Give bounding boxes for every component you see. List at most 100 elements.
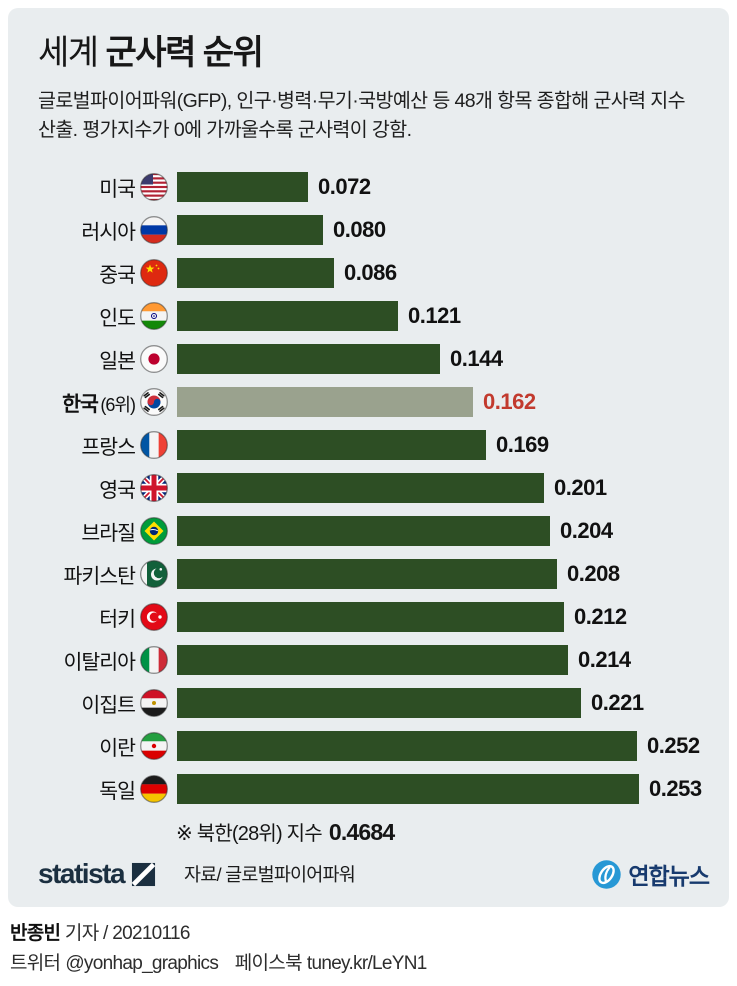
bar [177,645,568,675]
bar [177,602,564,632]
note-text: ※ 북한(28위) 지수 [176,823,323,845]
bar [177,387,473,417]
card-footer: statista 자료/ 글로벌파이어파워 연합뉴스 [38,857,710,891]
author-line: 반종빈 기자 / 20210116 [10,919,737,949]
bar-value: 0.072 [318,174,371,199]
bar [177,473,544,503]
country-label: 인도 [99,307,136,330]
bar-chart: 미국 0.072 러시아 0.080 중국 0.086 인도 0.121 일본 … [35,172,729,846]
bar [177,172,308,202]
country-label: 한국 (6위) [62,393,136,416]
country-label: 파키스탄 [63,565,136,588]
bar-value: 0.208 [567,561,620,586]
facebook-label: 페이스북 [234,953,303,974]
chart-row: 중국 0.086 [35,258,729,288]
bar [177,215,323,245]
bar [177,516,550,546]
bar-value: 0.086 [344,260,397,285]
title-bold: 군사력 순위 [105,34,264,72]
header: 세계 군사력 순위 [38,32,699,74]
flag-tr-icon [140,603,168,631]
statista-wordmark: statista [38,858,126,889]
north-korea-note: ※ 북한(28위) 지수 0.4684 [176,817,729,846]
bar [177,688,581,718]
bar [177,430,486,460]
page-title: 세계 군사력 순위 [38,32,699,74]
flag-jp-icon [140,345,168,373]
flag-in-icon [140,302,168,330]
bar [177,774,639,804]
country-label: 독일 [99,780,136,803]
bar-value: 0.212 [574,604,627,629]
author-rest: 기자 / 20210116 [60,923,191,944]
flag-ir-icon [140,732,168,760]
flag-it-icon [140,646,168,674]
chart-row: 인도 0.121 [35,301,729,331]
bar [177,344,440,374]
chart-row: 러시아 0.080 [35,215,729,245]
author-name: 반종빈 [10,923,61,944]
bar-value: 0.201 [554,475,607,500]
flag-kr-icon [140,388,168,416]
country-label: 일본 [99,350,136,373]
chart-row: 미국 0.072 [35,172,729,202]
footer-left: statista 자료/ 글로벌파이어파워 [38,858,356,890]
bar-value: 0.162 [483,389,536,414]
flag-ru-icon [140,216,168,244]
title-light: 세계 [38,34,106,72]
country-label: 이란 [99,737,136,760]
chart-row: 일본 0.144 [35,344,729,374]
country-label: 영국 [99,479,136,502]
country-label: 이탈리아 [63,651,136,674]
country-label: 미국 [99,178,136,201]
yonhap-globe-icon [592,859,622,889]
byline: 반종빈 기자 / 20210116 트위터 @yonhap_graphics 페이… [10,919,737,979]
country-label: 이집트 [81,694,136,717]
chart-row: 한국 (6위) 0.162 [35,387,729,417]
bar-value: 0.221 [591,690,644,715]
bar-value: 0.121 [408,303,461,328]
flag-cn-icon [140,259,168,287]
flag-eg-icon [140,689,168,717]
chart-row: 브라질 0.204 [35,516,729,546]
country-label: 프랑스 [81,436,136,459]
flag-de-icon [140,775,168,803]
country-label: 중국 [99,264,136,287]
bar [177,301,398,331]
chart-row: 독일 0.253 [35,774,729,804]
bar-value: 0.169 [496,432,549,457]
facebook-url: tuney.kr/LeYN1 [306,953,427,974]
chart-rows: 미국 0.072 러시아 0.080 중국 0.086 인도 0.121 일본 … [35,172,729,804]
flag-pk-icon [140,560,168,588]
statista-mark-icon [131,862,156,886]
country-label: 터키 [99,608,136,631]
statista-logo: statista [38,858,156,890]
bar-value: 0.252 [647,733,700,758]
chart-row: 프랑스 0.169 [35,430,729,460]
yonhap-logo: 연합뉴스 [591,857,710,891]
infographic-card: 세계 군사력 순위 글로벌파이어파워(GFP), 인구·병력·무기·국방예산 등… [8,8,729,907]
flag-us-icon [140,173,168,201]
flag-fr-icon [140,431,168,459]
bar [177,731,637,761]
twitter-label: 트위터 [10,953,61,974]
flag-gb-icon [140,474,168,502]
chart-row: 영국 0.201 [35,473,729,503]
chart-row: 파키스탄 0.208 [35,559,729,589]
chart-row: 이탈리아 0.214 [35,645,729,675]
bar-value: 0.214 [578,647,631,672]
bar-value: 0.080 [333,217,386,242]
chart-row: 이란 0.252 [35,731,729,761]
country-label: 러시아 [81,221,136,244]
chart-row: 이집트 0.221 [35,688,729,718]
chart-row: 터키 0.212 [35,602,729,632]
source-credit: 자료/ 글로벌파이어파워 [184,864,356,885]
bar [177,559,557,589]
sns-line: 트위터 @yonhap_graphics 페이스북 tuney.kr/LeYN1 [10,949,737,979]
subtitle: 글로벌파이어파워(GFP), 인구·병력·무기·국방예산 등 48개 항목 종합… [38,90,686,141]
bar [177,258,334,288]
bar-value: 0.204 [560,518,613,543]
bar-value: 0.253 [649,776,702,801]
flag-br-icon [140,517,168,545]
yonhap-wordmark: 연합뉴스 [628,863,710,889]
